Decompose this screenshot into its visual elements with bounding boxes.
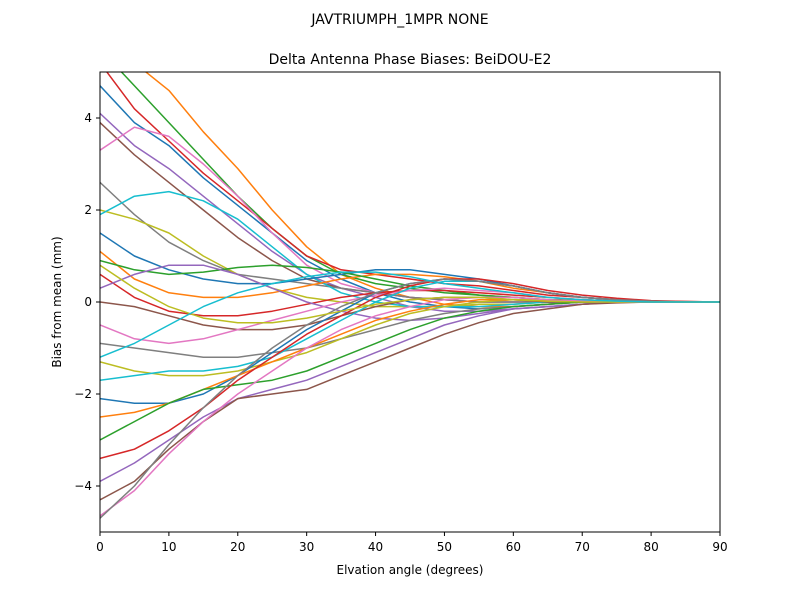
figure-suptitle: JAVTRIUMPH_1MPR NONE: [310, 12, 488, 28]
x-tick-label: 50: [437, 540, 452, 554]
x-tick-label: 40: [368, 540, 383, 554]
chart-title: Delta Antenna Phase Biases: BeiDOU-E2: [269, 52, 552, 68]
series-line-4: [105, 72, 720, 303]
series-layer: [100, 72, 720, 519]
series-line-22: [100, 298, 720, 418]
x-tick-label: 30: [299, 540, 314, 554]
x-tick-label: 60: [506, 540, 521, 554]
series-line-26: [100, 301, 720, 501]
x-tick-label: 0: [96, 540, 104, 554]
series-line-14: [100, 273, 720, 317]
series-line-9: [100, 209, 720, 308]
y-tick-label: 4: [84, 111, 92, 125]
x-tick-label: 20: [230, 540, 245, 554]
series-line-5: [100, 112, 720, 312]
x-tick-label: 70: [575, 540, 590, 554]
x-axis-label: Elvation angle (degrees): [337, 563, 484, 577]
y-axis: −4 −2 0 2 4: [74, 111, 100, 493]
series-line-29: [100, 264, 720, 324]
y-tick-label: 0: [84, 295, 92, 309]
x-tick-label: 90: [712, 540, 727, 554]
series-line-3: [120, 72, 720, 303]
x-tick-label: 80: [643, 540, 658, 554]
series-line-30: [100, 271, 720, 358]
series-line-11: [100, 232, 720, 303]
y-tick-label: 2: [84, 203, 92, 217]
series-line-28: [100, 278, 720, 519]
y-tick-label: −2: [74, 387, 92, 401]
x-axis: 0 10 20 30 40 50 60 70 80 90: [96, 532, 728, 554]
y-tick-label: −4: [74, 479, 92, 493]
y-axis-label: Bias from mean (mm): [50, 236, 64, 367]
x-tick-label: 10: [161, 540, 176, 554]
